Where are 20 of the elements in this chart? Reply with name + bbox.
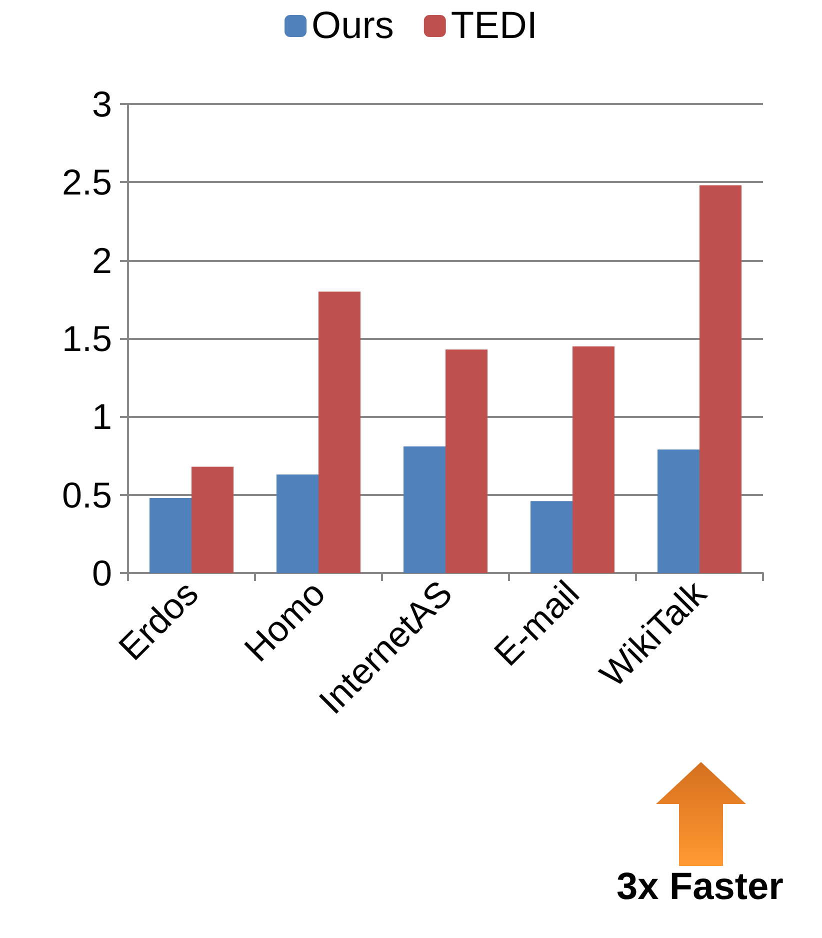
y-tick-label: 1.5 — [62, 318, 112, 359]
y-tick-label: 0 — [92, 552, 112, 594]
bar — [404, 446, 446, 573]
legend-label: TEDI — [450, 5, 538, 47]
bar — [276, 474, 318, 573]
y-tick-label: 0.5 — [62, 474, 112, 516]
bar — [446, 349, 488, 573]
bar — [700, 185, 742, 573]
bar — [192, 466, 234, 573]
bar — [572, 346, 614, 573]
y-tick-label: 1 — [92, 396, 112, 438]
text: 3x Faster — [616, 866, 784, 909]
legend-label: Ours — [312, 5, 394, 47]
bar — [530, 501, 572, 573]
y-tick-label: 2 — [92, 240, 112, 281]
bar — [658, 449, 700, 573]
bar — [318, 292, 360, 573]
bar — [150, 498, 192, 573]
y-tick-label: 3 — [92, 84, 112, 124]
y-tick-label: 2.5 — [62, 162, 112, 203]
